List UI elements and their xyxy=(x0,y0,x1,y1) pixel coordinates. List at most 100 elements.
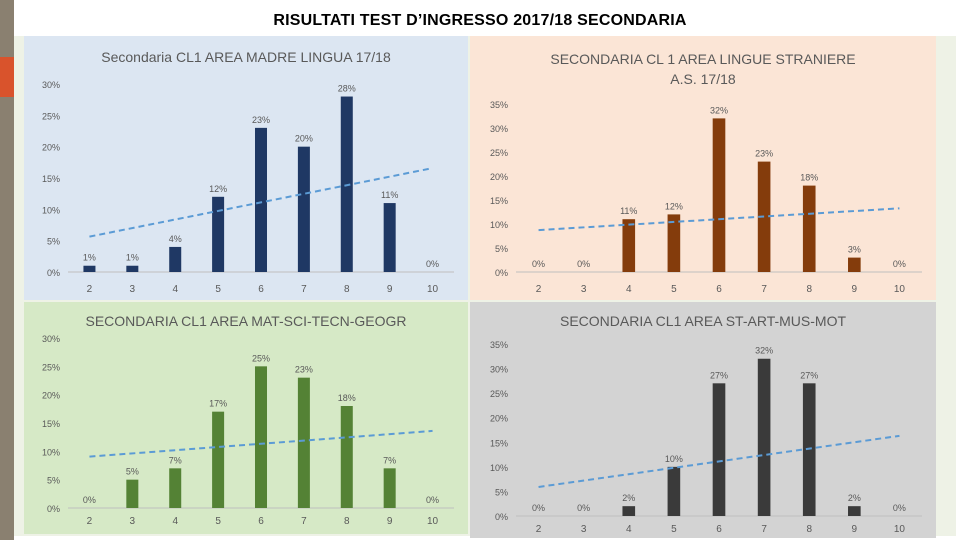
data-label: 0% xyxy=(532,503,545,513)
bar-7 xyxy=(297,146,310,272)
y-tick-label: 10% xyxy=(42,205,60,215)
chart-svg: SECONDARIA CL 1 AREA LINGUE STRANIERE A.S… xyxy=(490,51,922,295)
slide-title: RISULTATI TEST D’INGRESSO 2017/18 SECOND… xyxy=(273,12,687,29)
y-tick-label: 0% xyxy=(495,512,508,522)
bar-2 xyxy=(83,265,96,272)
x-tick-label: 10 xyxy=(894,524,906,535)
x-tick-label: 8 xyxy=(806,284,812,295)
y-tick-label: 15% xyxy=(490,196,508,206)
y-tick-label: 5% xyxy=(47,237,60,247)
x-tick-label: 9 xyxy=(852,524,858,535)
y-tick-label: 20% xyxy=(42,143,60,153)
data-label: 28% xyxy=(338,84,356,94)
x-tick-label: 5 xyxy=(215,284,221,295)
data-label: 20% xyxy=(295,134,313,144)
data-label: 0% xyxy=(577,259,590,269)
y-tick-label: 0% xyxy=(47,504,60,514)
y-tick-label: 0% xyxy=(47,268,60,278)
bar-5 xyxy=(667,466,681,516)
data-label: 10% xyxy=(665,454,683,464)
x-tick-label: 10 xyxy=(427,284,439,295)
bar-5 xyxy=(212,196,225,272)
x-tick-label: 5 xyxy=(215,516,221,527)
y-tick-label: 30% xyxy=(42,80,60,90)
data-label: 3% xyxy=(848,245,861,255)
chart-title: SECONDARIA CL1 AREA MAT-SCI-TECN-GEOGR xyxy=(85,313,406,329)
bar-9 xyxy=(383,203,396,272)
x-tick-label: 6 xyxy=(258,284,264,295)
y-tick-label: 10% xyxy=(490,463,508,473)
bar-6 xyxy=(712,118,726,273)
y-tick-label: 30% xyxy=(490,124,508,134)
data-label: 4% xyxy=(169,234,182,244)
trendline xyxy=(538,434,900,488)
data-label: 17% xyxy=(209,399,227,409)
data-label: 0% xyxy=(426,495,439,505)
data-label: 18% xyxy=(338,393,356,403)
data-label: 11% xyxy=(381,190,398,200)
y-tick-label: 25% xyxy=(490,389,508,399)
x-tick-label: 2 xyxy=(87,516,93,527)
x-tick-label: 9 xyxy=(387,284,393,295)
chart-svg: SECONDARIA CL1 AREA MAT-SCI-TECN-GEOGR 0%… xyxy=(42,313,454,527)
y-tick-label: 35% xyxy=(490,340,508,350)
x-tick-label: 10 xyxy=(427,516,439,527)
bar-9 xyxy=(848,506,861,516)
chart-lingue-straniere: SECONDARIA CL 1 AREA LINGUE STRANIERE A.S… xyxy=(470,36,936,300)
y-tick-label: 15% xyxy=(490,438,508,448)
y-tick-label: 5% xyxy=(495,487,508,497)
data-label: 1% xyxy=(83,253,96,263)
y-tick-label: 20% xyxy=(42,391,60,401)
data-label: 7% xyxy=(169,455,182,465)
y-tick-label: 30% xyxy=(42,334,60,344)
bar-6 xyxy=(254,127,268,272)
data-label: 5% xyxy=(126,467,139,477)
x-tick-label: 8 xyxy=(344,284,350,295)
bar-9 xyxy=(848,257,861,272)
data-label: 11% xyxy=(620,206,637,216)
y-tick-label: 20% xyxy=(490,414,508,424)
x-tick-label: 3 xyxy=(581,524,587,535)
data-label: 0% xyxy=(893,259,906,269)
x-tick-label: 4 xyxy=(626,524,632,535)
data-label: 12% xyxy=(665,201,683,211)
bar-8 xyxy=(802,383,816,516)
bar-4 xyxy=(622,219,636,272)
x-tick-label: 6 xyxy=(716,284,722,295)
x-tick-label: 8 xyxy=(806,524,812,535)
chart-st-art-mus-mot: SECONDARIA CL1 AREA ST-ART-MUS-MOT 0% 5% 10… xyxy=(470,302,936,538)
slide-sidebar-strip xyxy=(0,0,14,540)
data-label: 23% xyxy=(295,365,313,375)
bar-7 xyxy=(297,377,310,508)
y-tick-label: 25% xyxy=(42,111,60,121)
data-label: 25% xyxy=(252,353,270,363)
chart-madre-lingua: Secondaria CL1 AREA MADRE LINGUA 17/18 0%… xyxy=(24,36,468,300)
bar-6 xyxy=(254,366,268,508)
bar-4 xyxy=(622,506,636,516)
data-label: 2% xyxy=(622,493,635,503)
bar-4 xyxy=(169,468,182,508)
data-label: 23% xyxy=(755,149,773,159)
data-label: 32% xyxy=(755,346,773,356)
x-tick-label: 4 xyxy=(172,516,178,527)
y-tick-label: 20% xyxy=(490,172,508,182)
y-tick-label: 15% xyxy=(42,174,60,184)
y-tick-label: 25% xyxy=(490,148,508,158)
data-label: 27% xyxy=(710,370,728,380)
y-tick-label: 35% xyxy=(490,100,508,110)
y-tick-label: 30% xyxy=(490,365,508,375)
x-tick-label: 3 xyxy=(130,516,136,527)
data-label: 0% xyxy=(532,259,545,269)
data-label: 2% xyxy=(848,493,861,503)
data-label: 0% xyxy=(893,503,906,513)
y-tick-label: 15% xyxy=(42,419,60,429)
data-label: 18% xyxy=(800,173,818,183)
x-tick-label: 5 xyxy=(671,284,677,295)
bar-5 xyxy=(212,411,225,508)
trendline xyxy=(89,429,433,458)
trendline xyxy=(538,207,900,232)
x-tick-label: 8 xyxy=(344,516,350,527)
y-tick-label: 5% xyxy=(495,244,508,254)
x-tick-label: 7 xyxy=(301,284,307,295)
y-tick-label: 10% xyxy=(490,220,508,230)
